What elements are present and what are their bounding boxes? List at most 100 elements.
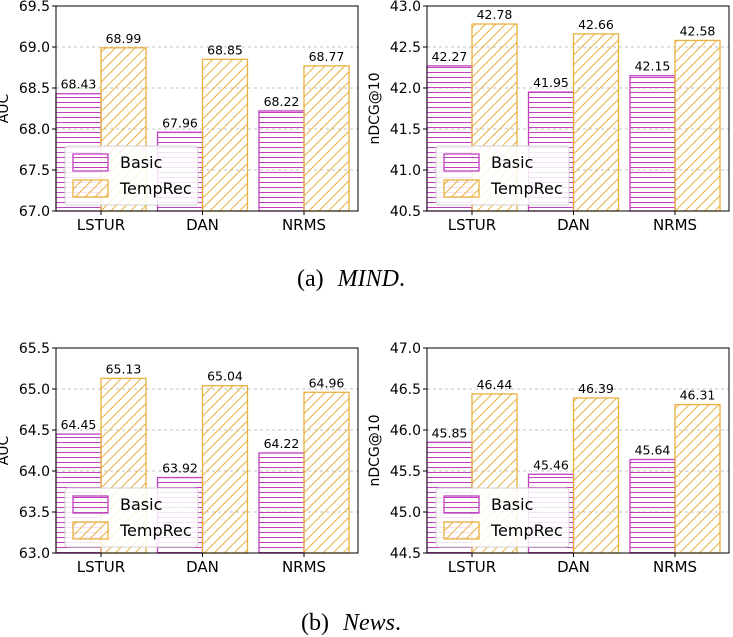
y-tick-label: 42.0 <box>390 81 421 97</box>
y-tick-label: 45.0 <box>390 505 421 521</box>
data-label: 68.22 <box>264 94 300 109</box>
legend: Basic TempRec <box>435 145 570 206</box>
y-tick-label: 68.5 <box>19 81 50 97</box>
data-label: 68.99 <box>106 31 142 46</box>
bar-basic <box>629 75 676 212</box>
bar-temprec <box>303 391 350 554</box>
bar-basic <box>629 458 676 554</box>
caption-a: (a) MIND. <box>297 266 405 292</box>
x-tick-label: DAN <box>186 558 219 576</box>
legend-label-temprec: TempRec <box>490 521 563 540</box>
data-label: 67.96 <box>162 115 198 130</box>
legend-swatch-basic <box>72 495 109 514</box>
bar-temprec <box>674 403 721 554</box>
y-tick-label: 69.5 <box>19 0 50 15</box>
y-tick-label: 47.0 <box>390 341 421 357</box>
data-label: 42.15 <box>635 59 671 74</box>
y-tick-label: 64.5 <box>19 423 50 439</box>
y-tick-label: 41.0 <box>390 163 421 179</box>
y-tick-label: 69.0 <box>19 40 50 56</box>
bar-temprec <box>572 33 620 212</box>
y-tick-label: 64.0 <box>19 464 50 480</box>
y-tick-label: 65.0 <box>19 382 50 398</box>
data-label: 64.96 <box>309 375 345 390</box>
legend-label-temprec: TempRec <box>119 521 192 540</box>
data-label: 68.85 <box>207 42 243 57</box>
legend-swatch-basic <box>443 495 480 514</box>
x-tick-label: DAN <box>557 558 590 576</box>
x-tick-label: LSTUR <box>448 216 496 234</box>
data-label: 64.22 <box>264 436 300 451</box>
y-tick-label: 40.5 <box>390 204 421 220</box>
data-label: 68.77 <box>309 49 345 64</box>
data-label: 46.31 <box>680 388 716 403</box>
captions: (a) MIND. (b) News. <box>297 266 405 636</box>
y-tick-label: 63.5 <box>19 505 50 521</box>
caption-b: (b) News. <box>301 610 401 636</box>
x-tick-label: NRMS <box>653 216 697 234</box>
x-tick-label: NRMS <box>653 558 697 576</box>
data-label: 46.39 <box>578 381 614 396</box>
legend-label-basic: Basic <box>120 495 162 514</box>
chart-panels: 67.0 67.5 68.0 68.5 69.0 69.5 68.43 67.96 68.22 6… <box>0 0 730 576</box>
bar-basic <box>258 452 305 554</box>
legend-swatch-temprec <box>72 179 109 198</box>
legend-label-basic: Basic <box>120 153 162 172</box>
legend-label-temprec: TempRec <box>490 179 563 198</box>
y-tick-label: 41.5 <box>390 122 421 138</box>
y-axis-label: AUC <box>0 435 12 465</box>
legend: Basic TempRec <box>64 487 199 548</box>
data-label: 45.85 <box>432 425 468 440</box>
axes-frame <box>55 5 359 212</box>
legend-label-basic: Basic <box>491 153 533 172</box>
bar-temprec <box>201 58 249 212</box>
data-label: 65.13 <box>106 361 142 376</box>
y-tick-label: 42.5 <box>390 40 421 56</box>
bar-temprec <box>674 39 721 212</box>
legend-swatch-temprec <box>443 521 480 540</box>
y-tick-label: 67.5 <box>19 163 50 179</box>
data-label: 45.46 <box>533 457 569 472</box>
y-axis-label: nDCG@10 <box>367 414 383 486</box>
chart-panel: 44.5 45.0 45.5 46.0 46.5 47.0 45.85 45.46 45.64 4… <box>367 341 730 576</box>
data-label: 68.43 <box>61 77 97 92</box>
y-tick-label: 43.0 <box>390 0 421 15</box>
x-tick-label: LSTUR <box>448 558 496 576</box>
data-label: 41.95 <box>533 75 569 90</box>
bar-temprec <box>303 65 350 212</box>
y-tick-label: 46.0 <box>390 423 421 439</box>
x-tick-label: DAN <box>186 216 219 234</box>
x-tick-label: LSTUR <box>77 216 125 234</box>
data-label: 65.04 <box>207 369 243 384</box>
data-label: 63.92 <box>162 461 198 476</box>
axes-frame <box>426 5 730 212</box>
x-tick-label: LSTUR <box>77 558 125 576</box>
y-tick-label: 63.0 <box>19 546 50 562</box>
x-tick-label: NRMS <box>282 558 326 576</box>
bar-temprec <box>572 397 620 554</box>
legend-label-basic: Basic <box>491 495 533 514</box>
chart-panel: 67.0 67.5 68.0 68.5 69.0 69.5 68.43 67.96 68.22 6… <box>0 0 359 234</box>
data-label: 45.64 <box>635 443 671 458</box>
caption-a-name: MIND <box>337 266 399 292</box>
caption-b-name: News <box>342 610 395 636</box>
data-label: 42.58 <box>680 23 716 38</box>
legend-label-temprec: TempRec <box>119 179 192 198</box>
axes-frame <box>55 347 359 554</box>
y-tick-label: 67.0 <box>19 204 50 220</box>
legend-swatch-basic <box>443 153 480 172</box>
axes-frame <box>426 347 730 554</box>
data-label: 42.27 <box>432 49 468 64</box>
data-label: 64.45 <box>61 417 97 432</box>
y-tick-label: 45.5 <box>390 464 421 480</box>
x-tick-label: NRMS <box>282 216 326 234</box>
y-axis-label: nDCG@10 <box>367 72 383 144</box>
y-tick-label: 68.0 <box>19 122 50 138</box>
legend: Basic TempRec <box>435 487 570 548</box>
legend-swatch-temprec <box>443 179 480 198</box>
bar-temprec <box>201 385 249 554</box>
y-tick-label: 46.5 <box>390 382 421 398</box>
legend: Basic TempRec <box>64 145 199 206</box>
bar-basic <box>258 110 305 212</box>
